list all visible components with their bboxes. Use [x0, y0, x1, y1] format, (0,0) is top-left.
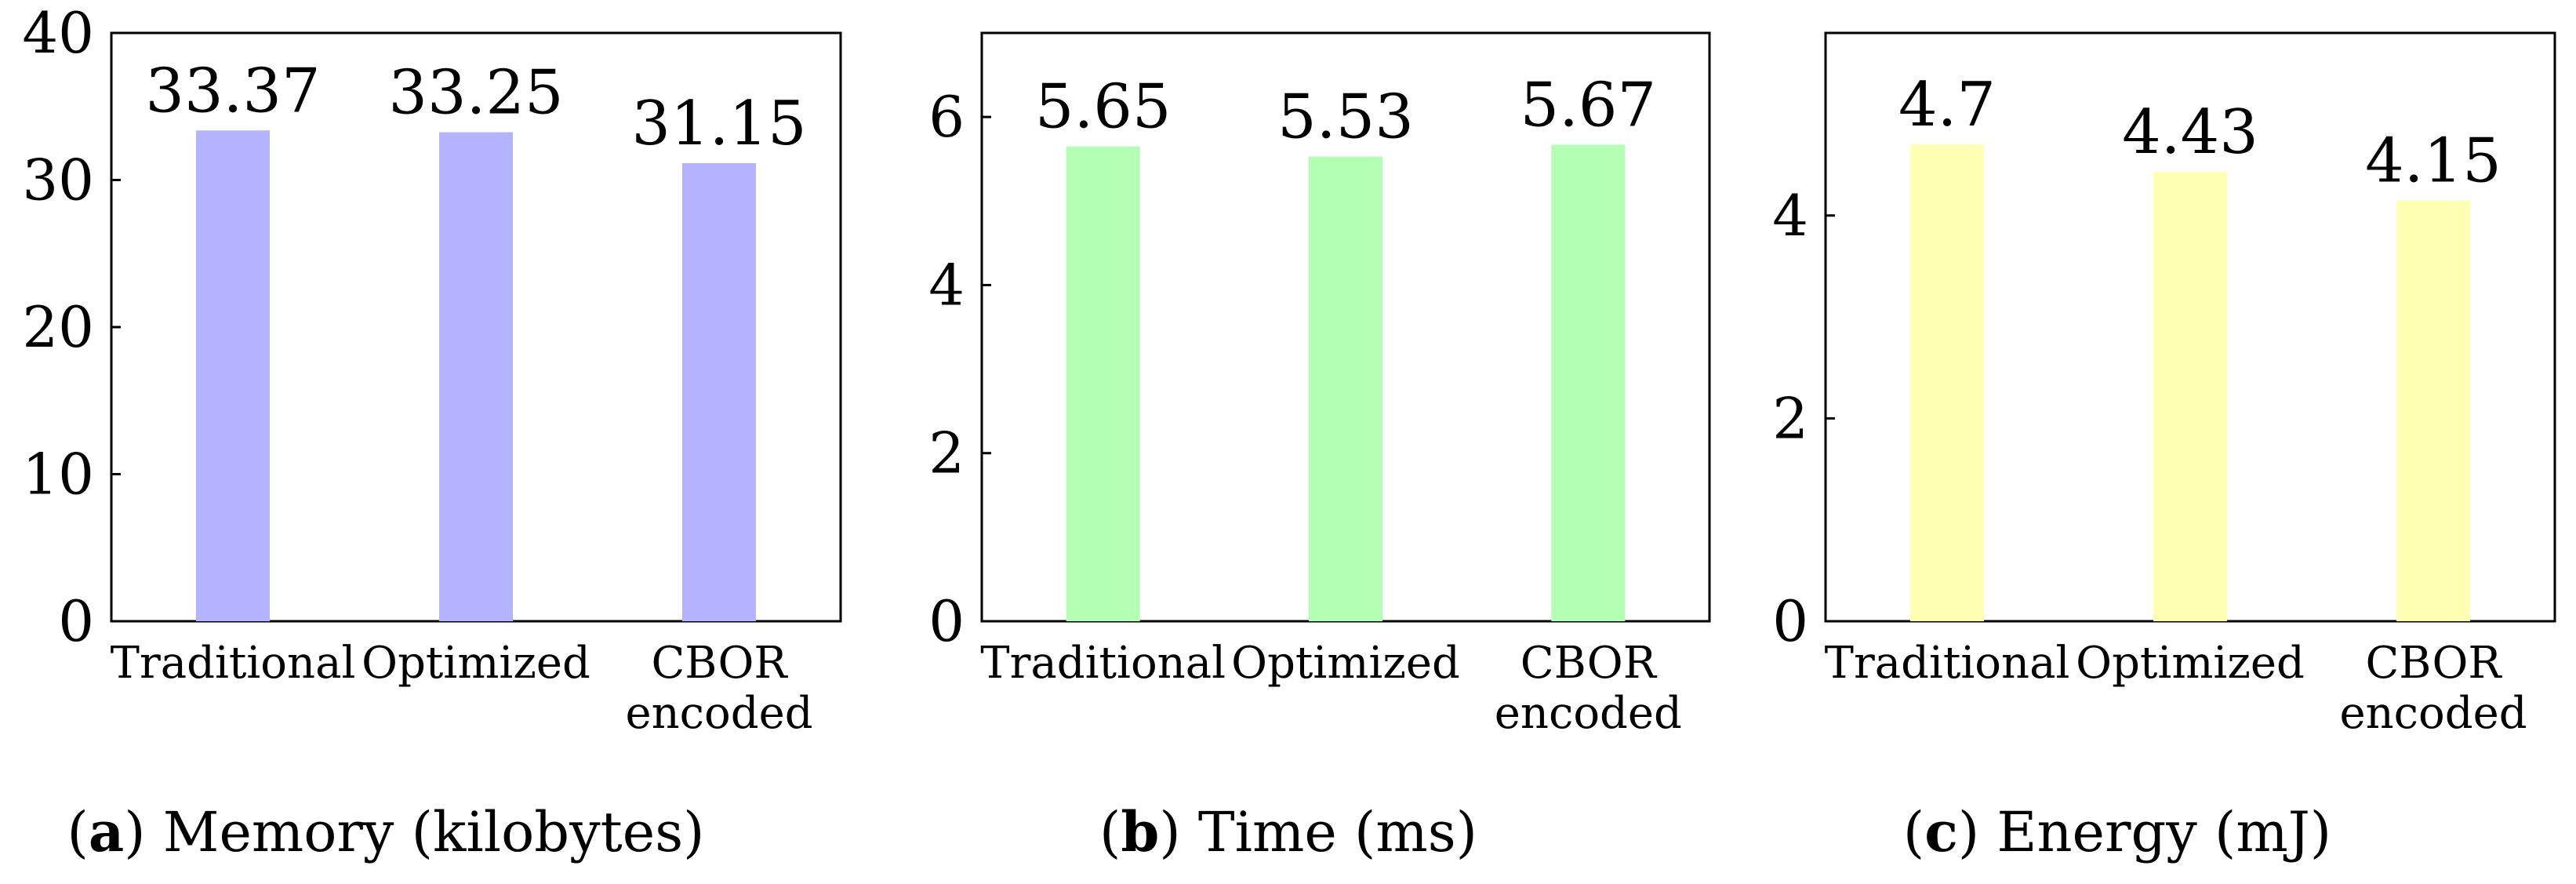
x-tick-label-line: encoded — [625, 688, 812, 739]
y-tick-label: 2 — [928, 420, 965, 486]
panel-caption: (c) Energy (mJ) — [1903, 799, 2331, 864]
bar-value-label: 4.43 — [2122, 97, 2258, 168]
bar — [439, 132, 513, 621]
caption-letter: b — [1121, 799, 1159, 864]
x-tick-label: Traditional — [111, 638, 356, 689]
bar-value-label: 33.37 — [145, 56, 320, 126]
x-tick-label-line: CBOR — [1521, 638, 1658, 689]
bar — [196, 130, 270, 621]
y-tick-label: 10 — [22, 442, 94, 507]
bar — [682, 162, 756, 621]
bar — [1551, 144, 1626, 621]
caption-paren-close: ) — [1159, 800, 1198, 864]
y-tick-label: 2 — [1772, 385, 1808, 451]
bar-value-label: 4.7 — [1898, 70, 1996, 140]
x-tick-label: CBOR encoded — [2339, 638, 2527, 739]
x-tick-label: Optimized — [2076, 638, 2305, 689]
y-tick-label: 40 — [22, 0, 94, 66]
y-tick-label: 30 — [22, 147, 94, 213]
caption-text: Energy (mJ) — [1996, 800, 2331, 864]
caption-letter: c — [1924, 799, 1958, 864]
x-tick-label-line: CBOR — [2365, 638, 2502, 689]
chart-panel-b: 0 2 4 6 5.65 Traditional 5.53 Optimized 5.67 CBOR… — [928, 31, 1711, 864]
x-tick-label: Traditional — [1825, 638, 2070, 689]
x-tick-label-line: encoded — [1495, 688, 1682, 739]
caption-letter: a — [89, 799, 124, 864]
bar-value-label: 5.65 — [1035, 72, 1172, 143]
y-tick-label: 4 — [1772, 183, 1808, 249]
caption-text: Memory (kilobytes) — [163, 800, 705, 864]
y-tick-label: 4 — [928, 252, 965, 318]
bar — [2153, 172, 2227, 622]
y-tick-label: 0 — [928, 588, 965, 654]
chart-panel-c: 0 2 4 4.7 Traditional 4.43 Optimized 4.15 CBOR en… — [1772, 31, 2556, 864]
caption-text: Time (ms) — [1198, 800, 1477, 864]
panel-caption: (a) Memory (kilobytes) — [67, 799, 705, 864]
x-tick-label: CBOR encoded — [1495, 638, 1682, 739]
x-tick-label: Traditional — [980, 638, 1226, 689]
caption-paren-open: ( — [67, 800, 89, 864]
x-tick-label: Optimized — [1231, 638, 1460, 689]
bar-value-label: 31.15 — [631, 89, 806, 159]
x-tick-label: CBOR encoded — [625, 638, 812, 739]
y-tick-label: 0 — [58, 588, 94, 654]
bar — [1910, 144, 1984, 621]
x-tick-label: Optimized — [362, 638, 590, 689]
x-tick-label-line: encoded — [2339, 688, 2527, 739]
bar-value-label: 5.67 — [1520, 71, 1656, 141]
caption-paren-open: ( — [1099, 800, 1121, 864]
panel-caption: (b) Time (ms) — [1099, 799, 1477, 864]
bar — [2396, 200, 2470, 622]
caption-paren-open: ( — [1903, 800, 1924, 864]
y-tick-label: 6 — [928, 84, 965, 150]
bar — [1066, 146, 1140, 622]
y-tick-label: 20 — [22, 294, 94, 360]
chart-panel-a: 0 10 20 30 40 33.37 Traditional 33.25 Optimized 3… — [22, 0, 842, 864]
caption-paren-close: ) — [124, 800, 163, 864]
y-tick-label: 0 — [1772, 588, 1808, 654]
bar-value-label: 4.15 — [2365, 126, 2502, 196]
x-tick-label-line: CBOR — [651, 638, 788, 689]
caption-paren-close: ) — [1958, 800, 1997, 864]
bar-value-label: 5.53 — [1277, 82, 1414, 153]
bar — [1309, 156, 1382, 621]
bar-value-label: 33.25 — [388, 58, 563, 129]
